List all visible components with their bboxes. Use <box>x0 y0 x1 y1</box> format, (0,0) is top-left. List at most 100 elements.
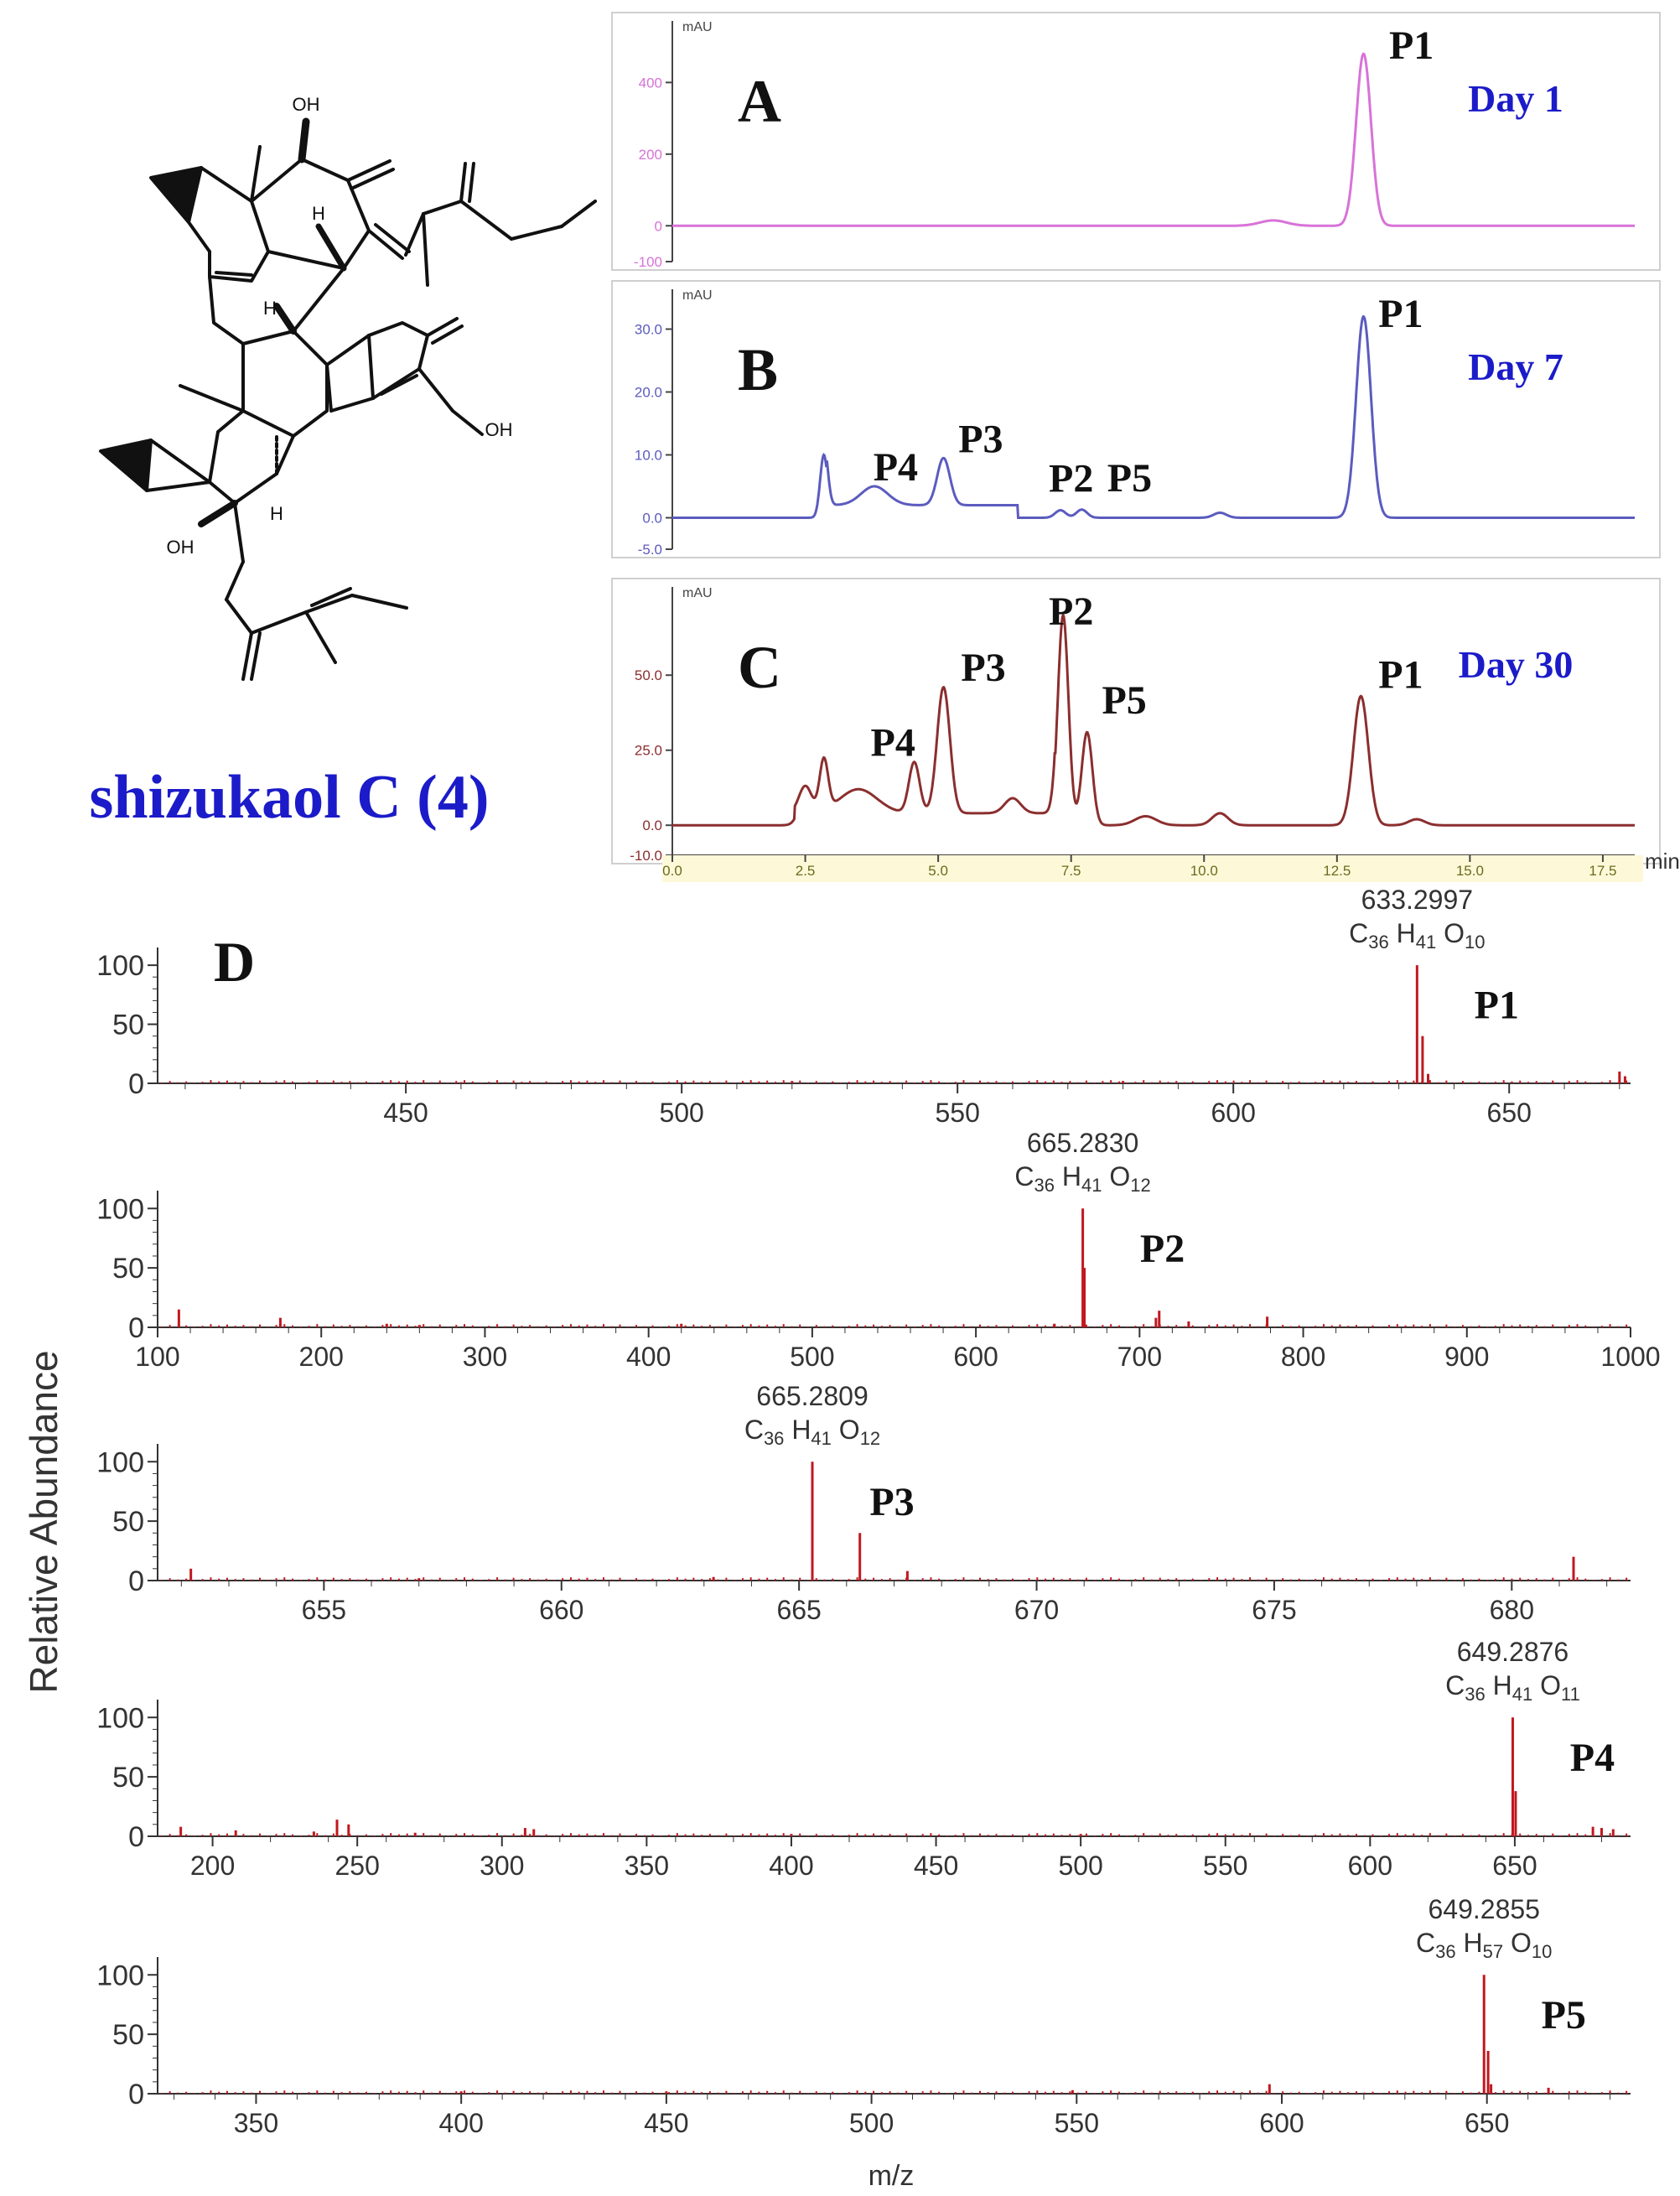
hplc-b-y-tick-label: 30.0 <box>635 322 662 338</box>
ms-p3-formula-part: C <box>744 1415 764 1445</box>
hplc-b-y-tick-label: 0.0 <box>642 511 662 527</box>
hplc-x-tick-label: 5.0 <box>928 863 948 879</box>
ms-p4-mz-label: 649.2876 <box>1457 1637 1569 1667</box>
ms-p4-x-tick-label: 600 <box>1348 1851 1392 1881</box>
peak-label-p1: P1 <box>1378 652 1423 697</box>
peak-label-p1: P1 <box>1389 23 1434 68</box>
ms-p1-y-tick-label: 100 <box>96 950 144 982</box>
hplc-c-y-unit: mAU <box>682 586 713 600</box>
ms-p1-formula-part: 10 <box>1465 932 1485 953</box>
hplc-c-day-label: Day 30 <box>1459 643 1574 686</box>
ms-p1-y-tick-label: 0 <box>128 1068 144 1100</box>
ms-p5-formula-part: C <box>1416 1928 1435 1958</box>
peak-label-p5: P5 <box>1107 456 1152 501</box>
ms-p2-x-tick-label: 1000 <box>1600 1342 1660 1372</box>
hplc-a-y-tick-label: 0 <box>655 218 662 234</box>
ms-p4-x-tick-label: 200 <box>190 1851 235 1881</box>
ms-p3-y-tick-label: 100 <box>96 1446 144 1478</box>
ms-p3-formula-part: H <box>784 1415 811 1445</box>
compound-name: shizukaol C (4) <box>90 763 490 832</box>
ms-p4-x-tick-label: 350 <box>625 1851 669 1881</box>
ms-p4-formula: C36 H41 O11 <box>1445 1670 1580 1705</box>
ms-p5-x-tick-label: 450 <box>644 2108 688 2138</box>
ms-p5-x-tick-label: 350 <box>234 2108 278 2138</box>
ms-p1-x-tick-label: 450 <box>383 1098 428 1128</box>
ms-p1-x-tick-label: 500 <box>659 1098 703 1128</box>
ms-p1-formula-part: O <box>1436 918 1465 948</box>
ms-p3-y-tick-label: 0 <box>128 1565 144 1597</box>
ms-p5-y-tick-label: 100 <box>96 1960 144 1991</box>
ms-p3-x-tick-label: 675 <box>1252 1595 1296 1625</box>
ms-p5-y-tick-label: 50 <box>112 2019 144 2051</box>
ms-p3-x-tick-label: 680 <box>1490 1595 1534 1625</box>
ms-p4-formula-part: H <box>1486 1670 1512 1700</box>
ms-p1-mz-label: 633.2997 <box>1361 885 1473 915</box>
ms-p2-formula-part: H <box>1055 1161 1081 1191</box>
oh-top-label: OH <box>293 94 320 115</box>
hplc-x-tick-label: 0.0 <box>662 863 682 879</box>
hplc-x-unit: min <box>1645 849 1680 874</box>
ms-p2-formula: C36 H41 O12 <box>1014 1161 1150 1196</box>
hplc-a-y-tick-label: -100 <box>634 254 662 270</box>
hplc-x-tick-label: 12.5 <box>1323 863 1351 879</box>
ms-p5-x-tick-label: 600 <box>1259 2108 1304 2138</box>
ms-p3-formula-part: 41 <box>811 1428 831 1449</box>
ms-p2-y-tick-label: 100 <box>96 1193 144 1225</box>
ms-p5-formula-part: 57 <box>1483 1941 1503 1962</box>
ms-p5-x-tick-label: 500 <box>849 2108 894 2138</box>
oh-left-label: OH <box>167 537 194 558</box>
hplc-b-y-tick-label: -5.0 <box>638 542 662 558</box>
ms-p4-x-tick-label: 400 <box>769 1851 813 1881</box>
ms-p2-x-tick-label: 800 <box>1281 1342 1325 1372</box>
ms-p2-x-tick-label: 500 <box>790 1342 834 1372</box>
ms-p2-x-tick-label: 900 <box>1444 1342 1489 1372</box>
ms-p5-formula: C36 H57 O10 <box>1416 1928 1552 1962</box>
ms-p3-x-tick-label: 665 <box>776 1595 821 1625</box>
ms-p1-formula: C36 H41 O10 <box>1349 918 1485 953</box>
peak-label-p3: P3 <box>961 646 1005 690</box>
ms-p2-x-tick-label: 100 <box>135 1342 179 1372</box>
ms-p5-x-tick-label: 650 <box>1465 2108 1509 2138</box>
h-bottom-label: H <box>270 503 283 524</box>
ms-p3-x-tick-label: 670 <box>1014 1595 1059 1625</box>
hplc-a-y-tick-label: 200 <box>639 147 662 163</box>
ms-p2-formula-part: 36 <box>1034 1175 1055 1196</box>
cyclopropane-top <box>149 166 203 224</box>
ms-p4-y-tick-label: 100 <box>96 1702 144 1734</box>
hplc-c-y-tick-label: 25.0 <box>635 743 662 759</box>
ms-p4-x-tick-label: 300 <box>480 1851 524 1881</box>
hplc-c-frame <box>611 578 1661 864</box>
ms-p4-formula-part: 41 <box>1512 1684 1532 1705</box>
peak-label-p4: P4 <box>874 445 918 490</box>
hplc-c-letter: C <box>738 634 781 701</box>
h-left-label: H <box>263 298 277 319</box>
ms-p3-formula-part: 36 <box>764 1428 784 1449</box>
ms-p1-product-label: P1 <box>1475 984 1519 1028</box>
ms-p5-mz-label: 649.2855 <box>1428 1894 1539 1924</box>
h-mid-label: H <box>312 203 325 224</box>
ms-p3-y-tick-label: 50 <box>112 1506 144 1538</box>
hplc-a-y-tick-label: 400 <box>639 75 662 91</box>
hplc-b-y-tick-label: 20.0 <box>635 385 662 401</box>
ms-p2-product-label: P2 <box>1140 1227 1185 1271</box>
hplc-a-y-unit: mAU <box>682 20 713 34</box>
ms-p4-x-tick-label: 250 <box>334 1851 379 1881</box>
ms-p2-y-tick-label: 50 <box>112 1253 144 1285</box>
ms-p2-x-tick-label: 700 <box>1117 1342 1162 1372</box>
hplc-c-y-tick-label: 0.0 <box>642 818 662 833</box>
ms-p3-x-tick-label: 660 <box>539 1595 583 1625</box>
ms-p2-formula-part: 12 <box>1130 1175 1150 1196</box>
ms-p4-formula-part: 11 <box>1561 1684 1580 1705</box>
peak-label-p2: P2 <box>1049 457 1093 501</box>
ms-p2-formula-part: O <box>1102 1161 1130 1191</box>
peak-label-p5: P5 <box>1102 678 1146 723</box>
hplc-b-letter: B <box>738 336 778 403</box>
ms-p4-product-label: P4 <box>1570 1736 1615 1780</box>
ms-p3-product-label: P3 <box>869 1480 914 1524</box>
hplc-b-y-unit: mAU <box>682 288 713 303</box>
hplc-b-panel: mAU 30.0 20.0 10.0 0.0 -5.0 B Day 7 P4 P3 P2 P5 P1 <box>611 280 1661 558</box>
